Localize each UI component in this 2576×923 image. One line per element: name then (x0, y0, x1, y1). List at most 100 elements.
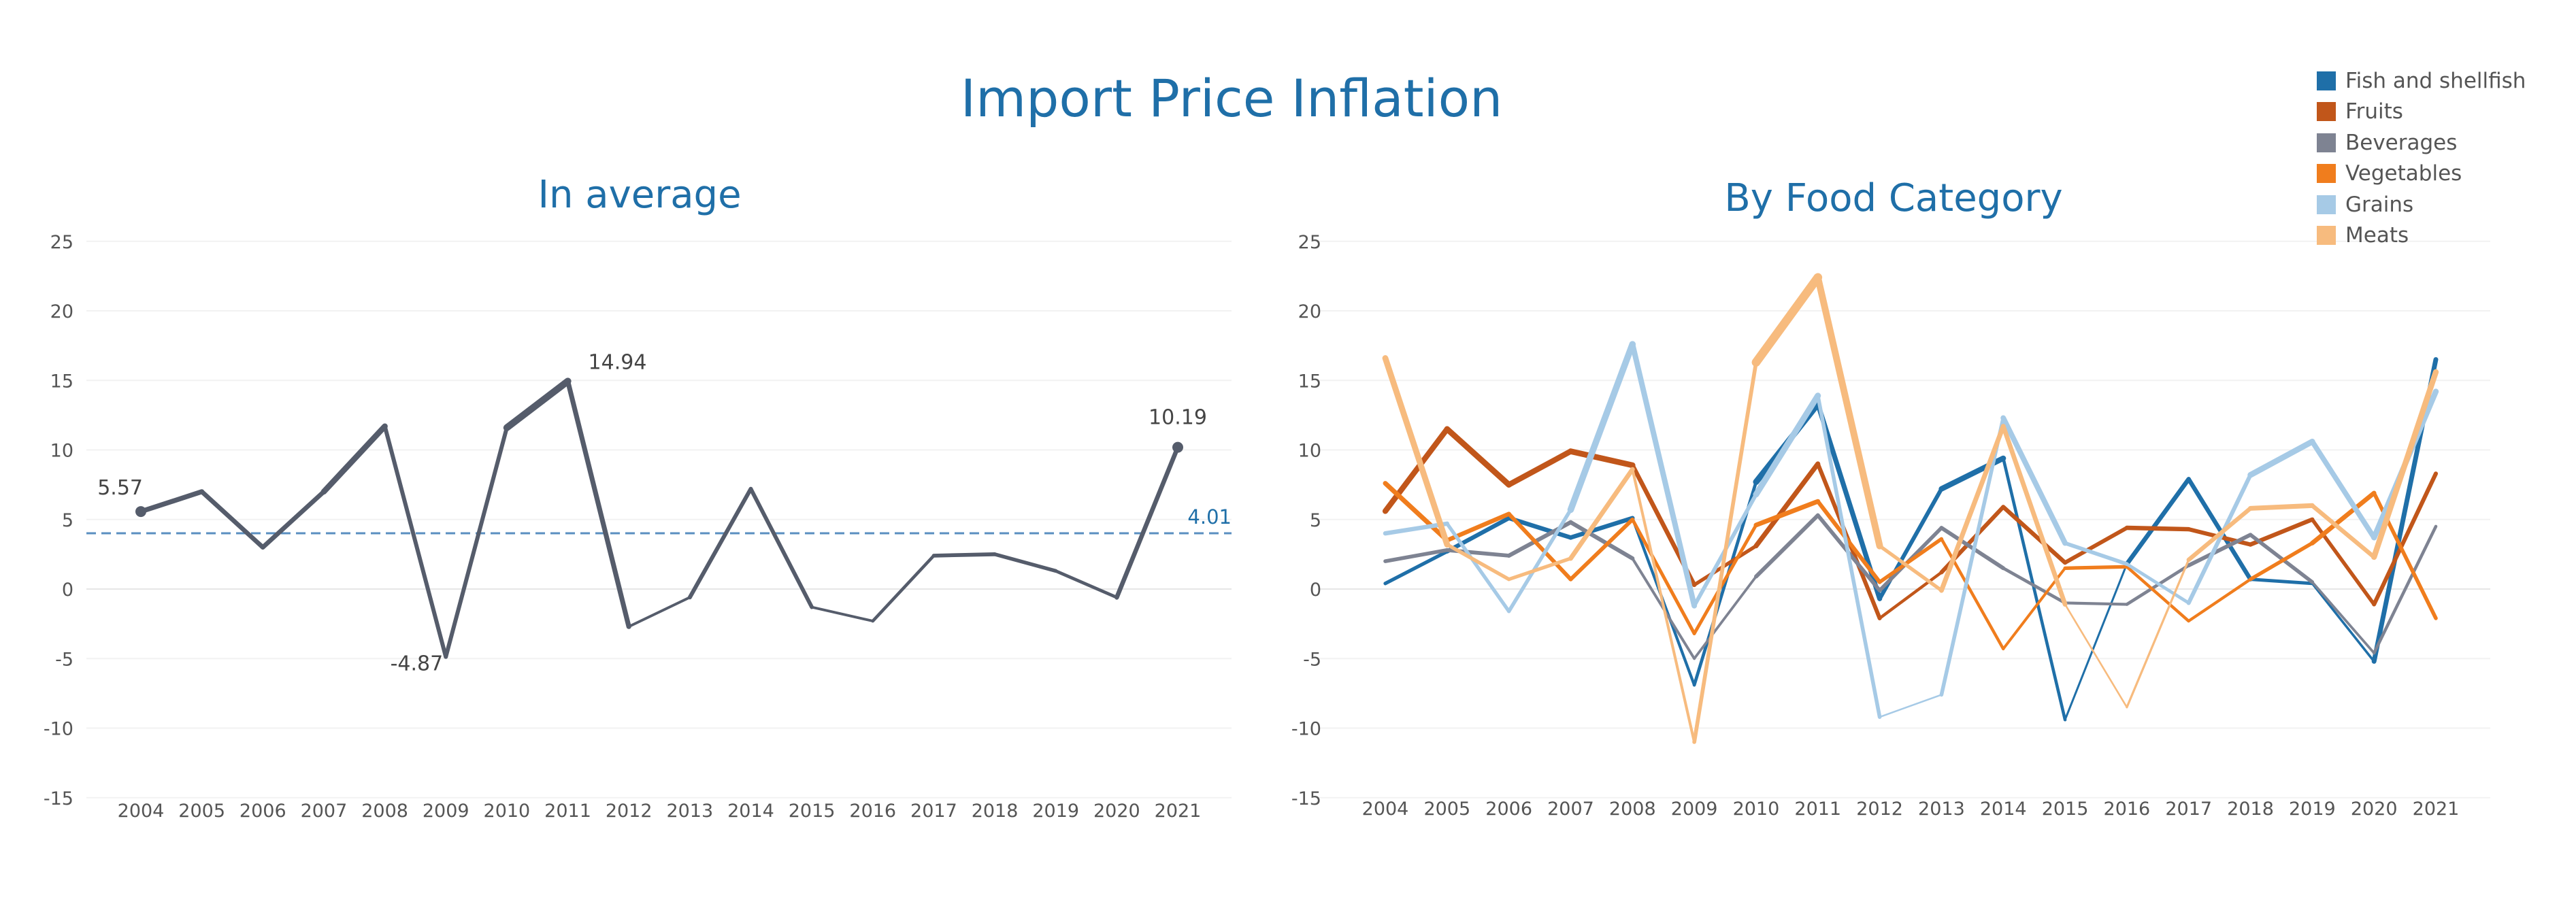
series-segment (1507, 556, 1573, 582)
series-segment (1878, 571, 1943, 620)
x-tick-label: 2005 (178, 801, 225, 822)
series-segment (2186, 477, 2253, 582)
series-segment (2187, 577, 2252, 623)
legend-label: Fish and shellfish (2345, 68, 2526, 93)
series-segment (199, 489, 265, 550)
legend-label: Meats (2345, 223, 2409, 248)
series-segment (1506, 448, 1574, 488)
y-tick-label: 25 (1298, 232, 1321, 253)
series-segment (2311, 580, 2376, 654)
legend-label: Beverages (2345, 130, 2458, 155)
x-tick-label: 2004 (1362, 799, 1409, 820)
series-segment (2125, 565, 2190, 623)
series-segment (2311, 582, 2375, 663)
series-segment (1114, 445, 1180, 600)
x-tick-label: 2008 (1609, 799, 1656, 820)
series-segment (565, 378, 631, 629)
x-tick-label: 2011 (544, 801, 591, 822)
series-segment (1444, 516, 1511, 554)
x-tick-label: 2006 (240, 801, 286, 822)
series-segment (1568, 520, 1635, 561)
x-tick-label: 2020 (1093, 801, 1140, 822)
series-segment (1877, 543, 1944, 592)
data-point (135, 506, 146, 518)
series-segment (627, 596, 691, 628)
x-tick-label: 2021 (2413, 799, 2460, 820)
series-segment (1692, 523, 1758, 635)
legend-item[interactable]: Vegetables (2317, 158, 2526, 190)
legend-item[interactable]: Meats (2317, 220, 2526, 252)
legend-item[interactable]: Beverages (2317, 127, 2526, 158)
x-tick-label: 2005 (1423, 799, 1470, 820)
legend-item[interactable]: Fish and shellfish (2317, 65, 2526, 97)
legend-swatch (2317, 133, 2336, 152)
legend-item[interactable]: Fruits (2317, 97, 2526, 128)
series-segment (382, 424, 448, 659)
series-segment (1506, 516, 1573, 540)
series-segment (1938, 424, 2006, 593)
series-segment (444, 425, 509, 659)
x-tick-label: 2014 (727, 801, 774, 822)
x-tick-label: 2012 (1856, 799, 1903, 820)
series-segment (1506, 507, 1573, 614)
series-segment (1814, 273, 1883, 550)
series-segment (138, 489, 205, 514)
chart-title: In average (538, 173, 741, 217)
x-tick-label: 2013 (1918, 799, 1965, 820)
series-segment (1753, 513, 1820, 579)
data-label: 10.19 (1149, 406, 1207, 430)
x-tick-label: 2007 (1547, 799, 1594, 820)
data-label: 14.94 (589, 350, 647, 374)
y-tick-label: 15 (50, 371, 73, 392)
series-segment (2249, 577, 2314, 586)
legend-swatch (2317, 102, 2336, 122)
series-segment (871, 554, 936, 623)
y-tick-label: 10 (1298, 441, 1321, 462)
x-tick-label: 2020 (2351, 799, 2398, 820)
series-segment (1631, 468, 1696, 743)
series-segment (1568, 517, 1635, 582)
y-tick-label: -5 (1303, 649, 1321, 670)
x-tick-label: 2018 (972, 801, 1019, 822)
y-tick-label: 15 (1298, 371, 1321, 392)
x-tick-label: 2006 (1485, 799, 1532, 820)
series-segment (1753, 461, 1821, 549)
series-segment (1939, 416, 2006, 697)
series-segment (2000, 415, 2068, 546)
series-segment (1382, 426, 1450, 514)
main-title: Import Price Inflation (960, 68, 1503, 129)
x-tick-label: 2013 (666, 801, 713, 822)
y-tick-label: 20 (50, 301, 73, 322)
series-segment (2248, 533, 2315, 584)
series-segment (1753, 392, 1821, 498)
series-segment (1630, 518, 1696, 635)
series-segment (1567, 341, 1636, 514)
x-tick-label: 2014 (1980, 799, 2027, 820)
series-segment (1568, 516, 1635, 540)
legend-label: Grains (2345, 192, 2414, 217)
y-tick-label: -15 (1291, 788, 1321, 809)
x-tick-label: 2016 (849, 801, 896, 822)
series-segment (1693, 575, 1757, 660)
data-label: -4.87 (391, 652, 444, 676)
series-segment (931, 552, 997, 558)
x-tick-label: 2015 (789, 801, 836, 822)
legend-item[interactable]: Grains (2317, 189, 2526, 220)
series-segment (1444, 426, 1512, 488)
series-segment (993, 552, 1058, 573)
series-segment (1815, 499, 1882, 584)
series-segment (1630, 341, 1698, 609)
series-segment (1383, 521, 1450, 536)
y-tick-label: 5 (1310, 510, 1321, 531)
data-label: 5.57 (97, 476, 143, 500)
series-segment (2247, 438, 2315, 478)
series-segment (1568, 467, 1635, 561)
series-segment (2310, 503, 2377, 560)
series-segment (2063, 565, 2129, 570)
x-tick-label: 2010 (1733, 799, 1780, 820)
series-segment (1879, 694, 1943, 718)
legend: Fish and shellfish Fruits Beverages Vegetab… (2317, 65, 2526, 251)
